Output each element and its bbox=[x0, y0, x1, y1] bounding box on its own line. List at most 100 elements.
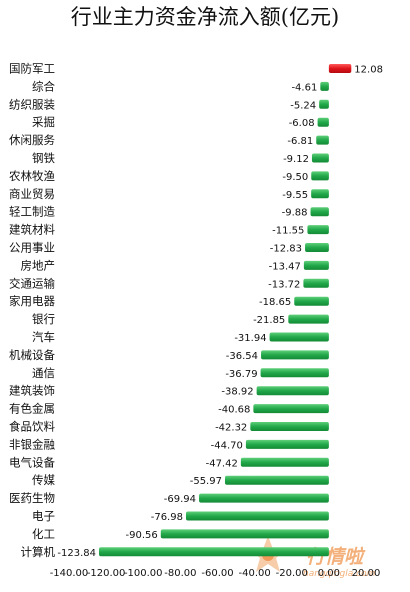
bar-16 bbox=[261, 350, 329, 360]
category-label: 有色金属 bbox=[9, 402, 55, 416]
bar-2 bbox=[319, 99, 329, 109]
value-label: -12.83 bbox=[270, 244, 302, 255]
category-label: 轻工制造 bbox=[9, 205, 55, 219]
value-label: -69.94 bbox=[164, 494, 196, 505]
category-label: 综合 bbox=[32, 79, 55, 93]
bar-26 bbox=[160, 529, 329, 539]
x-tick-label: -40.00 bbox=[239, 568, 271, 579]
category-label: 商业贸易 bbox=[9, 187, 55, 201]
x-tick-label: 0.00 bbox=[318, 568, 340, 579]
category-label: 公用事业 bbox=[9, 241, 55, 255]
category-label: 非银金融 bbox=[9, 437, 55, 451]
bar-27 bbox=[98, 547, 329, 557]
category-label: 电气设备 bbox=[9, 455, 55, 469]
bar-0 bbox=[328, 64, 352, 73]
value-label: -40.68 bbox=[218, 405, 250, 416]
category-label: 医药生物 bbox=[9, 491, 55, 505]
value-label: 12.08 bbox=[354, 65, 383, 76]
category-label: 建筑装饰 bbox=[9, 384, 55, 398]
category-label: 纺织服装 bbox=[9, 97, 55, 111]
category-label: 房地产 bbox=[21, 258, 56, 272]
bar-10 bbox=[305, 243, 329, 252]
value-label: -9.12 bbox=[283, 154, 309, 165]
category-label: 计算机 bbox=[21, 545, 56, 559]
value-label: -44.70 bbox=[211, 440, 243, 451]
category-label: 建筑材料 bbox=[9, 223, 55, 237]
value-label: -13.72 bbox=[268, 279, 300, 290]
x-tick-label: -60.00 bbox=[201, 568, 233, 579]
bar-7 bbox=[311, 189, 329, 199]
category-label: 休闲服务 bbox=[9, 133, 55, 147]
value-label: -9.88 bbox=[282, 208, 308, 219]
bar-15 bbox=[269, 332, 329, 342]
category-label: 电子 bbox=[32, 509, 55, 523]
bar-20 bbox=[250, 422, 329, 431]
bar-8 bbox=[310, 207, 329, 217]
value-label: -9.55 bbox=[282, 190, 308, 201]
x-tick-label: -20.00 bbox=[276, 568, 308, 579]
value-label: -4.61 bbox=[291, 82, 317, 93]
bar-24 bbox=[199, 493, 329, 503]
category-label: 食品饮料 bbox=[9, 420, 55, 434]
bar-3 bbox=[317, 117, 329, 127]
bar-6 bbox=[311, 171, 329, 181]
watermark-url: hangqingla.com bbox=[303, 569, 376, 579]
value-label: -6.08 bbox=[289, 118, 315, 129]
value-label: -38.92 bbox=[221, 387, 253, 398]
category-label: 化工 bbox=[32, 527, 55, 541]
value-label: -76.98 bbox=[151, 512, 183, 523]
value-label: -90.56 bbox=[126, 530, 158, 541]
category-label: 交通运输 bbox=[9, 276, 55, 290]
bar-21 bbox=[245, 439, 329, 449]
category-label: 机械设备 bbox=[9, 348, 55, 362]
category-label: 家用电器 bbox=[9, 294, 55, 308]
value-label: -123.84 bbox=[57, 548, 96, 559]
value-label: -13.47 bbox=[269, 261, 301, 272]
bars-layer bbox=[98, 64, 352, 557]
bar-5 bbox=[311, 153, 329, 163]
category-label: 银行 bbox=[32, 312, 55, 326]
value-label: -18.65 bbox=[259, 297, 291, 308]
bar-17 bbox=[260, 368, 329, 378]
bar-23 bbox=[224, 475, 329, 485]
bar-18 bbox=[256, 386, 329, 396]
value-label: -47.42 bbox=[206, 458, 238, 469]
bar-4 bbox=[316, 135, 329, 145]
bar-22 bbox=[240, 457, 329, 467]
value-label: -42.32 bbox=[215, 423, 247, 434]
category-label: 钢铁 bbox=[32, 151, 55, 165]
category-label: 农林牧渔 bbox=[9, 169, 55, 183]
bar-19 bbox=[253, 404, 329, 414]
category-label: 采掘 bbox=[32, 115, 55, 129]
x-tick-label: -140.00 bbox=[50, 568, 89, 579]
bar-25 bbox=[185, 511, 329, 521]
bar-9 bbox=[307, 225, 329, 235]
bar-1 bbox=[320, 81, 329, 91]
chart-title: 行业主力资金净流入额(亿元) bbox=[71, 5, 339, 29]
bar-12 bbox=[303, 278, 329, 288]
value-label: -55.97 bbox=[190, 476, 222, 487]
x-tick-label: -80.00 bbox=[164, 568, 196, 579]
category-label: 传媒 bbox=[32, 473, 55, 487]
category-label: 国防军工 bbox=[9, 62, 55, 76]
value-label: -36.79 bbox=[225, 369, 257, 380]
x-axis: -140.00-120.00-100.00 -80.00 -60.00 -40.00-… bbox=[50, 568, 381, 579]
value-label: -36.54 bbox=[226, 351, 258, 362]
bar-13 bbox=[294, 296, 329, 306]
bar-11 bbox=[303, 260, 329, 270]
category-labels: 国防军工综合纺织服装采掘休闲服务钢铁农林牧渔商业贸易轻工制造建筑材料公用事业房地… bbox=[9, 62, 55, 559]
value-labels: 12.08 -4.61 -5.24 -6.08 -6.81 -9.12 -9.50 -9.55… bbox=[57, 65, 383, 559]
value-label: -11.55 bbox=[272, 226, 304, 237]
value-label: -21.85 bbox=[253, 315, 285, 326]
x-tick-label: 20.00 bbox=[352, 568, 381, 579]
category-label: 汽车 bbox=[32, 330, 55, 344]
value-label: -5.24 bbox=[290, 100, 316, 111]
x-tick-label: -100.00 bbox=[124, 568, 163, 579]
x-tick-label: -120.00 bbox=[87, 568, 126, 579]
category-label: 通信 bbox=[32, 366, 55, 380]
value-label: -9.50 bbox=[282, 172, 308, 183]
value-label: -31.94 bbox=[234, 333, 266, 344]
value-label: -6.81 bbox=[287, 136, 313, 147]
bar-14 bbox=[288, 314, 329, 324]
